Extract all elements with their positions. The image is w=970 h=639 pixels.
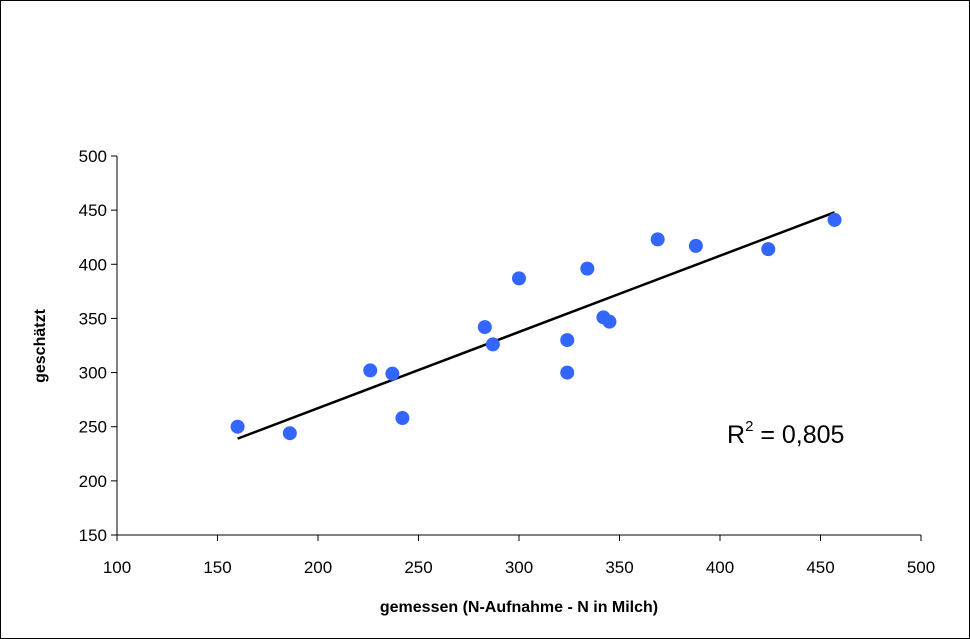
data-point — [560, 333, 575, 348]
data-point — [827, 212, 842, 227]
y-tick-label: 350 — [79, 309, 107, 328]
data-point — [363, 363, 378, 378]
r2-exponent: 2 — [745, 418, 753, 435]
x-tick-label: 250 — [404, 558, 432, 577]
data-point — [580, 261, 595, 276]
x-tick-label: 150 — [203, 558, 231, 577]
ticks: 150 200 250 300 350 400 450 500 100 150 200 250 300 3… — [79, 147, 936, 577]
r2-base: R — [727, 421, 745, 449]
data-point — [282, 426, 297, 441]
y-axis-label: geschätzt — [32, 308, 49, 382]
data-point — [688, 238, 703, 253]
x-tick-label: 400 — [706, 558, 734, 577]
x-axis-label: gemessen (N-Aufnahme - N in Milch) — [380, 599, 658, 616]
data-point — [602, 314, 617, 329]
data-point — [485, 337, 500, 352]
trendline-layer — [237, 211, 836, 440]
data-point — [560, 365, 575, 380]
x-tick-label: 350 — [605, 558, 633, 577]
trendline — [237, 211, 836, 440]
x-tick-label: 300 — [505, 558, 533, 577]
data-point — [650, 232, 665, 247]
data-point — [761, 242, 776, 257]
y-tick-label: 150 — [79, 526, 107, 545]
y-tick-label: 450 — [79, 201, 107, 220]
x-tick-label: 500 — [907, 558, 935, 577]
y-tick-label: 200 — [79, 472, 107, 491]
axes — [116, 156, 921, 536]
data-point — [395, 411, 410, 426]
r2-value: = 0,805 — [753, 421, 844, 449]
data-point — [230, 419, 245, 434]
data-point — [385, 366, 400, 381]
r-squared-annotation: R2 = 0,805 — [727, 418, 844, 449]
y-tick-label: 400 — [79, 255, 107, 274]
data-points — [230, 212, 842, 441]
data-point — [512, 271, 526, 286]
y-tick-label: 500 — [79, 147, 107, 166]
y-tick-label: 300 — [79, 364, 107, 383]
x-tick-label: 450 — [806, 558, 834, 577]
y-tick-label: 250 — [79, 418, 107, 437]
data-point — [477, 320, 492, 335]
x-tick-label: 100 — [103, 558, 131, 577]
x-tick-label: 200 — [304, 558, 332, 577]
